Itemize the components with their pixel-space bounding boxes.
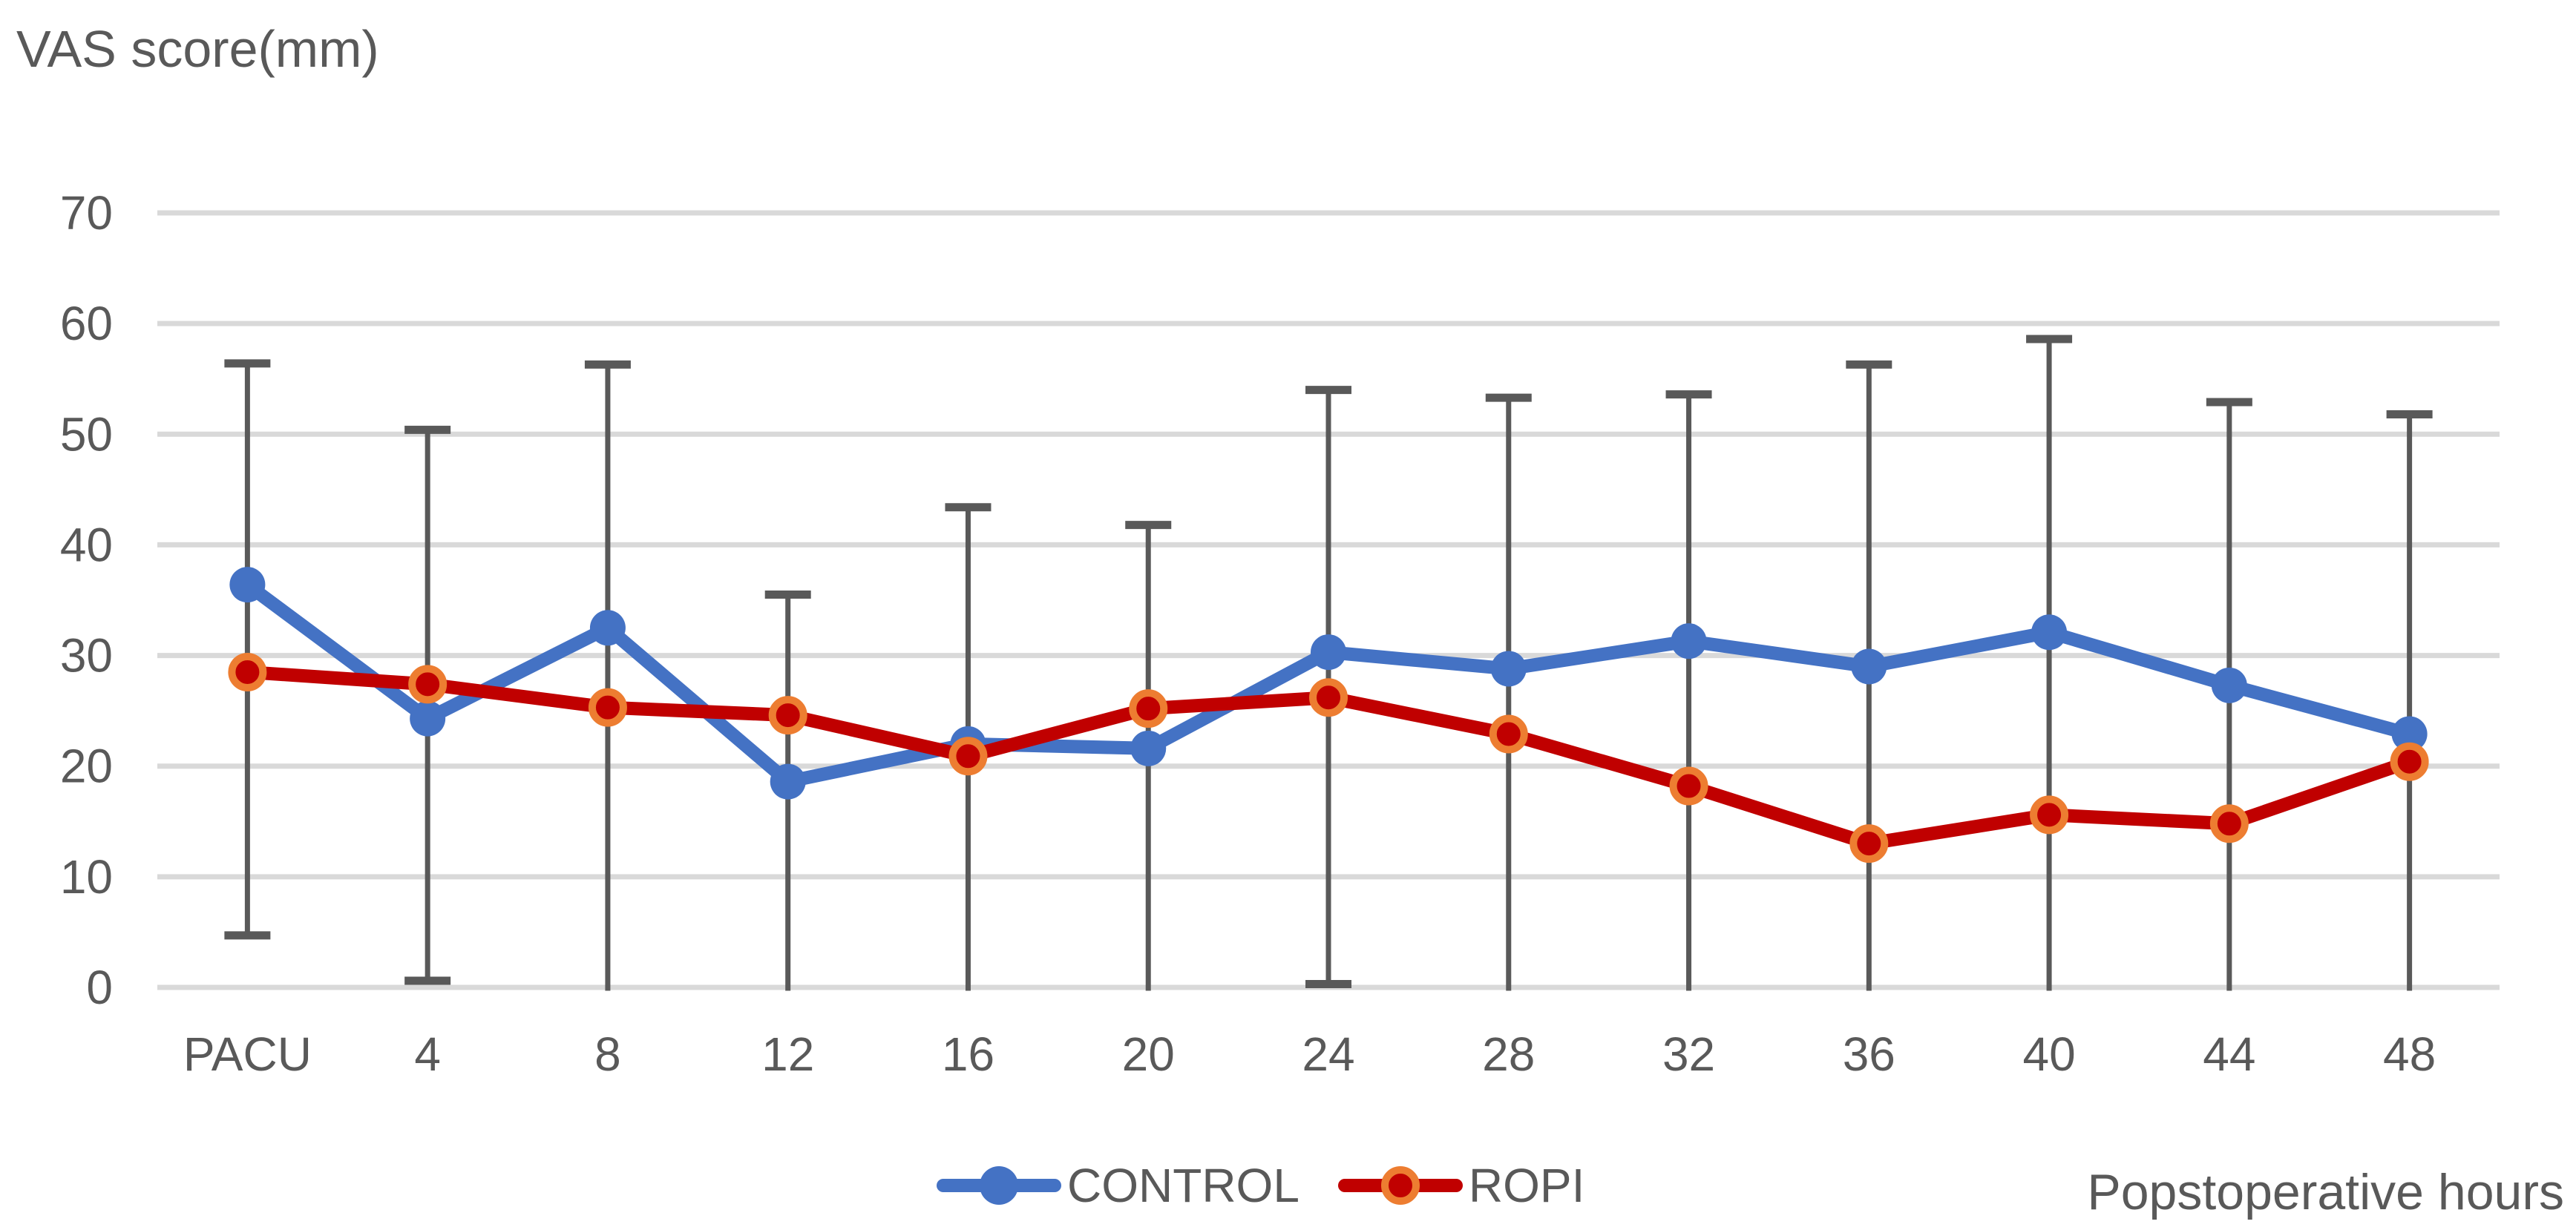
legend-label-ropi: ROPI bbox=[1468, 1159, 1585, 1212]
legend-item-control: CONTROL bbox=[937, 1158, 1300, 1213]
y-tick-label: 0 bbox=[86, 961, 113, 1014]
x-tick-label: 20 bbox=[1122, 1027, 1175, 1081]
ropi-data-point bbox=[2030, 795, 2069, 835]
ropi-data-point bbox=[1129, 689, 1168, 729]
x-tick-label: PACU bbox=[183, 1027, 312, 1081]
ropi-data-point bbox=[408, 665, 448, 704]
y-tick-label: 70 bbox=[60, 186, 113, 240]
control-data-point bbox=[1671, 623, 1707, 660]
ropi-data-point bbox=[1669, 766, 1708, 806]
ropi-data-point bbox=[2209, 804, 2249, 843]
control-data-point bbox=[2031, 614, 2068, 651]
control-data-point bbox=[1851, 648, 1887, 685]
y-tick-label: 20 bbox=[60, 740, 113, 793]
x-tick-label: 12 bbox=[761, 1027, 814, 1081]
control-data-point bbox=[770, 763, 806, 800]
control-data-point bbox=[1311, 634, 1346, 671]
y-tick-label: 30 bbox=[60, 629, 113, 683]
ropi-data-point bbox=[768, 696, 807, 735]
control-legend-marker-icon bbox=[937, 1165, 1061, 1206]
x-axis-title: Popstoperative hours bbox=[2087, 1164, 2564, 1220]
x-tick-label: 44 bbox=[2203, 1027, 2255, 1081]
legend-item-ropi: ROPI bbox=[1337, 1158, 1585, 1213]
x-tick-label: 28 bbox=[1482, 1027, 1535, 1081]
ropi-data-point bbox=[2390, 742, 2429, 781]
ropi-dot-sample bbox=[1380, 1166, 1420, 1205]
control-data-point bbox=[1490, 651, 1527, 687]
x-tick-label: 32 bbox=[1662, 1027, 1715, 1081]
control-data-point bbox=[1130, 730, 1167, 766]
x-tick-label: 40 bbox=[2022, 1027, 2075, 1081]
y-tick-label: 10 bbox=[60, 850, 113, 904]
y-tick-label: 60 bbox=[60, 297, 113, 350]
control-data-point bbox=[229, 567, 266, 603]
chart-title: VAS score(mm) bbox=[16, 20, 379, 78]
x-tick-label: 16 bbox=[942, 1027, 994, 1081]
x-tick-label: 8 bbox=[594, 1027, 621, 1081]
x-tick-label: 48 bbox=[2383, 1027, 2436, 1081]
control-data-point bbox=[2211, 667, 2247, 703]
y-tick-label: 50 bbox=[60, 407, 113, 461]
ropi-data-point bbox=[948, 737, 988, 776]
control-dot-sample bbox=[980, 1166, 1018, 1205]
x-tick-label: 24 bbox=[1302, 1027, 1354, 1081]
ropi-legend-marker-icon bbox=[1337, 1165, 1463, 1206]
x-tick-label: 4 bbox=[414, 1027, 441, 1081]
x-tick-label: 36 bbox=[1843, 1027, 1895, 1081]
control-data-point bbox=[2391, 716, 2428, 752]
ropi-data-point bbox=[228, 652, 267, 691]
legend: CONTROL ROPI bbox=[937, 1159, 1584, 1212]
legend-label-control: CONTROL bbox=[1067, 1159, 1300, 1212]
ropi-data-point bbox=[1489, 714, 1528, 754]
control-data-point bbox=[589, 610, 626, 646]
control-data-point bbox=[410, 700, 446, 737]
ropi-data-point bbox=[588, 688, 627, 727]
ropi-data-point bbox=[1309, 678, 1348, 717]
ropi-data-point bbox=[1849, 824, 1889, 864]
y-tick-label: 40 bbox=[60, 518, 113, 571]
